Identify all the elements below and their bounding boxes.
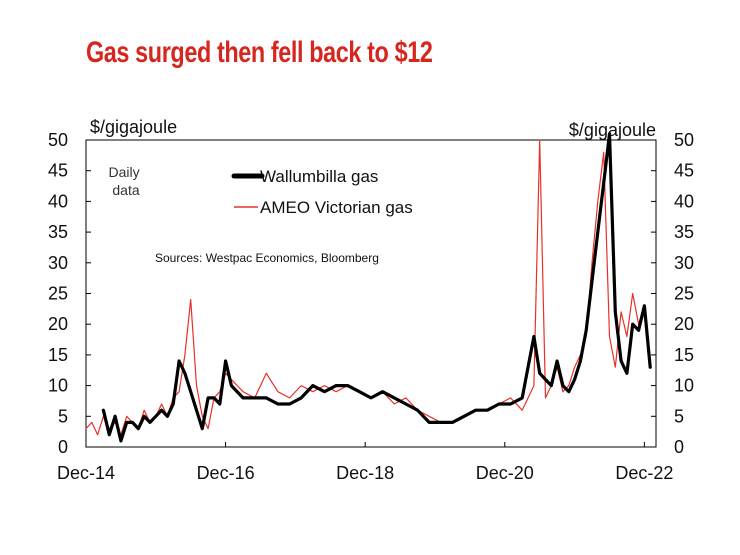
source-note: Sources: Westpac Economics, Bloomberg: [155, 251, 379, 265]
x-axis: Dec-14 Dec-16 Dec-18 Dec-20 Dec-22: [57, 442, 673, 483]
legend-label-wallumbilla: Wallumbilla gas: [260, 167, 378, 186]
legend: Wallumbilla gas AMEO Victorian gas: [231, 167, 413, 217]
y-tick-label-right: 45: [674, 161, 694, 181]
y-tick-label-right: 20: [674, 314, 694, 334]
y-tick-label-left: 5: [58, 406, 68, 426]
x-tick-label: Dec-18: [336, 463, 394, 483]
y-tick-label-left: 20: [48, 314, 68, 334]
x-tick-label: Dec-16: [197, 463, 255, 483]
y-axis-right: 0 5 10 15 20 25 30 35 40 45 50: [651, 130, 694, 457]
y-tick-label-right: 5: [674, 406, 684, 426]
y-tick-label-left: 10: [48, 376, 68, 396]
plot-frame: [85, 139, 657, 448]
chart-title: Gas surged then fell back to $12: [86, 36, 433, 69]
y-tick-label-left: 0: [58, 437, 68, 457]
x-tick-label: Dec-14: [57, 463, 115, 483]
y-tick-label-right: 10: [674, 376, 694, 396]
y-tick-label-right: 0: [674, 437, 684, 457]
y-tick-label-right: 15: [674, 345, 694, 365]
x-tick-label: Dec-22: [615, 463, 673, 483]
y-tick-label-right: 50: [674, 130, 694, 150]
y-tick-label-left: 40: [48, 191, 68, 211]
y-tick-label-left: 30: [48, 253, 68, 273]
y-tick-label-right: 30: [674, 253, 694, 273]
y-tick-label-right: 40: [674, 191, 694, 211]
y-unit-right: $/gigajoule: [569, 120, 656, 140]
y-unit-left: $/gigajoule: [90, 117, 177, 137]
x-tick-label: Dec-20: [476, 463, 534, 483]
y-tick-label-left: 25: [48, 284, 68, 304]
y-tick-label-right: 35: [674, 222, 694, 242]
series-layer: [85, 132, 652, 443]
y-tick-label-left: 50: [48, 130, 68, 150]
daily-data-annotation: Daily data: [108, 164, 143, 198]
y-tick-label-right: 25: [674, 284, 694, 304]
legend-label-ameo: AMEO Victorian gas: [260, 198, 413, 217]
y-axis-left: 0 5 10 15 20 25 30 35 40 45 50: [48, 130, 91, 457]
y-tick-label-left: 15: [48, 345, 68, 365]
y-tick-label-left: 45: [48, 161, 68, 181]
series-line-wallumbilla: [101, 132, 652, 443]
y-tick-label-left: 35: [48, 222, 68, 242]
